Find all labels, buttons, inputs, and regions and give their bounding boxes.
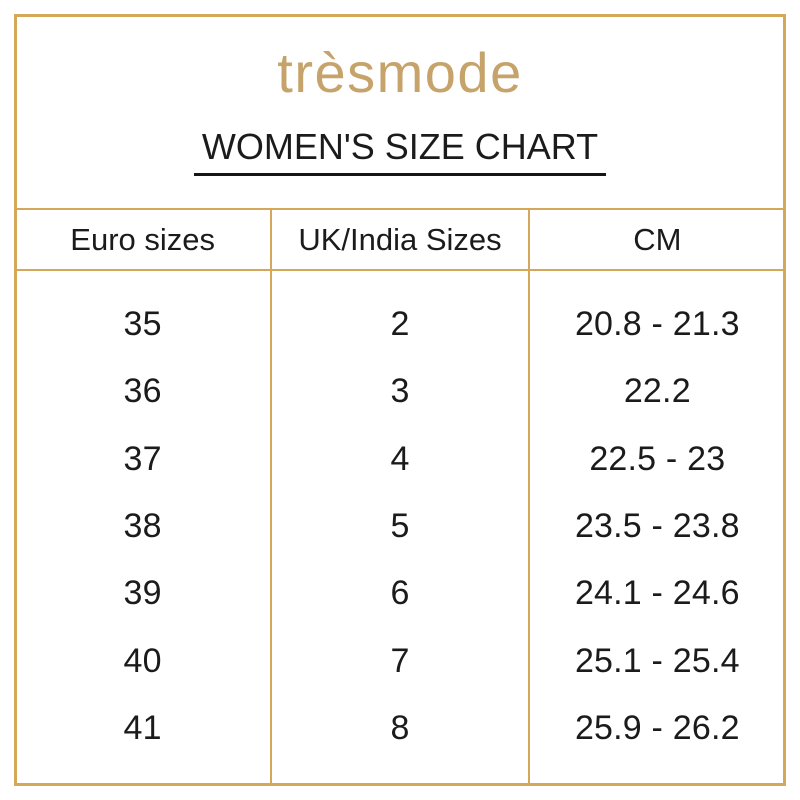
cell-uk-india-size: 4	[390, 439, 410, 478]
cell-euro-size: 39	[123, 574, 162, 613]
table-row: 41 8 25.9 - 26.2	[14, 695, 786, 762]
table-header-row: Euro sizes UK/India Sizes CM	[14, 210, 786, 271]
table-row: 37 4 22.5 - 23	[14, 426, 786, 493]
cell-uk-india-size: 6	[390, 574, 410, 613]
cell-euro-size: 35	[123, 305, 162, 344]
column-header-cm: CM	[633, 221, 682, 257]
cell-uk-india-size: 5	[390, 506, 410, 545]
title-container: WOMEN'S SIZE CHART	[0, 126, 800, 176]
cell-euro-size: 40	[123, 641, 162, 680]
cell-cm-range: 22.2	[623, 372, 691, 411]
cell-uk-india-size: 3	[390, 372, 410, 411]
table-body: 35 2 20.8 - 21.3 36 3 22.2 37 4 22.5 - 2…	[14, 271, 786, 786]
column-header-uk-india-sizes: UK/India Sizes	[298, 221, 502, 257]
cell-cm-range: 22.5 - 23	[589, 439, 726, 478]
table-row: 38 5 23.5 - 23.8	[14, 493, 786, 560]
cell-cm-range: 24.1 - 24.6	[574, 574, 740, 613]
column-header-euro-sizes: Euro sizes	[70, 221, 216, 257]
table-row: 39 6 24.1 - 24.6	[14, 560, 786, 627]
cell-uk-india-size: 7	[390, 641, 410, 680]
table-row: 40 7 25.1 - 25.4	[14, 627, 786, 694]
cell-cm-range: 23.5 - 23.8	[574, 506, 740, 545]
page-title: WOMEN'S SIZE CHART	[193, 126, 607, 176]
cell-cm-range: 25.9 - 26.2	[574, 708, 740, 747]
cell-cm-range: 20.8 - 21.3	[574, 305, 740, 344]
cell-euro-size: 38	[123, 506, 162, 545]
cell-euro-size: 37	[123, 439, 162, 478]
cell-euro-size: 36	[123, 372, 162, 411]
column-divider-1	[270, 210, 273, 786]
cell-cm-range: 25.1 - 25.4	[574, 641, 740, 680]
cell-uk-india-size: 2	[390, 305, 410, 344]
cell-euro-size: 41	[123, 708, 162, 747]
column-divider-2	[527, 210, 530, 786]
table-row: 35 2 20.8 - 21.3	[14, 291, 786, 358]
table-row: 36 3 22.2	[14, 358, 786, 425]
brand-logo: trèsmode	[277, 41, 523, 104]
cell-uk-india-size: 8	[390, 708, 410, 747]
size-table: Euro sizes UK/India Sizes CM 35 2 20.8 -…	[14, 208, 786, 786]
